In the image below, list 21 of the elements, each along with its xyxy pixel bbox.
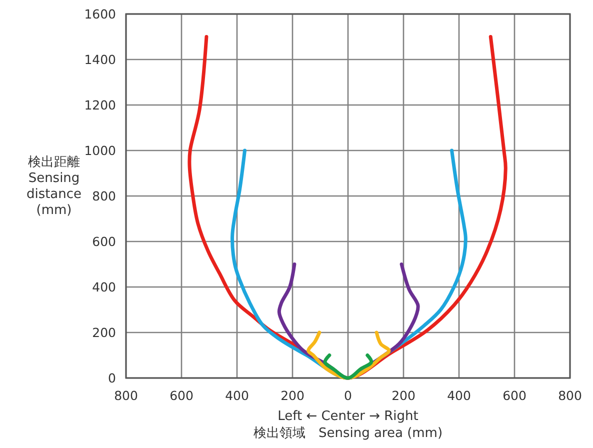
x-tick-label: 0 — [344, 388, 352, 403]
x-tick-label: 600 — [502, 388, 526, 403]
y-tick-label: 0 — [108, 370, 116, 386]
x-tick-label: 400 — [225, 388, 249, 403]
line-series — [323, 354, 374, 380]
y-tick-label: 200 — [92, 325, 116, 340]
y-axis-title: 検出距離 Sensing distance (mm) — [26, 155, 82, 218]
y-tick-label: 600 — [92, 234, 116, 249]
x-axis-title: Left ← Center → Right 検出領域 Sensing area (mm) — [253, 409, 443, 441]
x-tick-label: 600 — [170, 388, 194, 403]
y-tick-label: 400 — [92, 280, 116, 294]
x-tick-label: 800 — [114, 388, 138, 403]
y-tick-label: 800 — [92, 188, 116, 204]
y-tick-label: 1400 — [84, 52, 116, 67]
x-tick-label: 200 — [392, 388, 416, 403]
y-tick-label: 1200 — [84, 98, 116, 112]
x-tick-label: 800 — [558, 388, 582, 403]
x-tick-label: 400 — [447, 388, 471, 403]
y-tick-label: 1000 — [84, 143, 116, 158]
x-tick-label: 200 — [280, 388, 304, 403]
y-tick-label: 1600 — [84, 6, 116, 22]
